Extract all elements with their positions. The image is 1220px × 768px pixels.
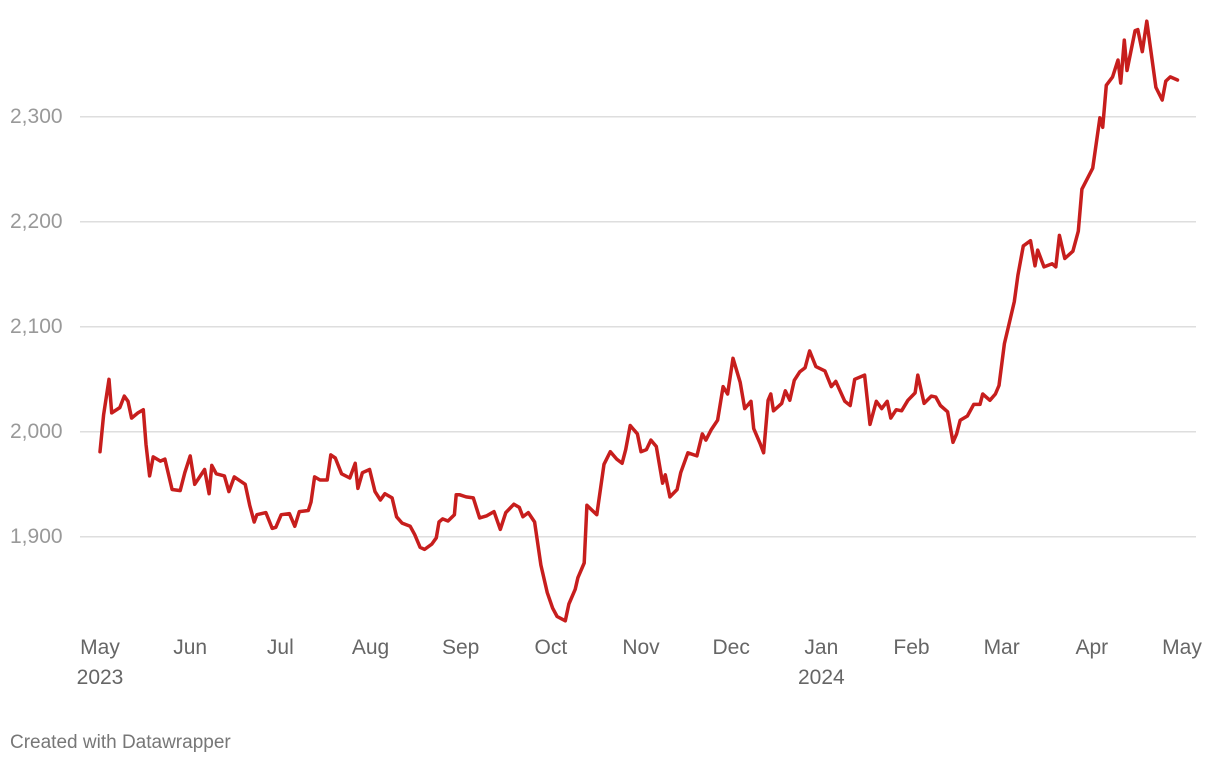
x-tick-label: May 2023	[76, 636, 124, 689]
x-tick-label: Jan 2024	[797, 636, 845, 689]
x-tick-label: May	[1162, 636, 1202, 659]
x-tick-label: Feb	[893, 636, 930, 659]
x-tick-label: Nov	[622, 636, 660, 659]
x-tick-label: Oct	[534, 636, 568, 659]
y-tick-label: 2,200	[10, 209, 63, 233]
x-tick-label: Aug	[351, 636, 390, 659]
x-tick-label: Jul	[266, 636, 294, 659]
x-tick-label: Jun	[173, 636, 208, 659]
x-tick-label: Mar	[983, 636, 1020, 659]
y-tick-label: 2,000	[10, 419, 63, 443]
y-tick-label: 2,100	[10, 314, 63, 338]
y-tick-label: 1,900	[10, 524, 63, 548]
x-tick-label: Apr	[1075, 636, 1109, 659]
footer: Created with Datawrapper	[10, 732, 231, 753]
y-tick-label: 2,300	[10, 104, 63, 128]
x-tick-label: Sep	[441, 636, 480, 659]
price-line	[98, 19, 1180, 623]
x-tick-label: Dec	[712, 636, 750, 659]
